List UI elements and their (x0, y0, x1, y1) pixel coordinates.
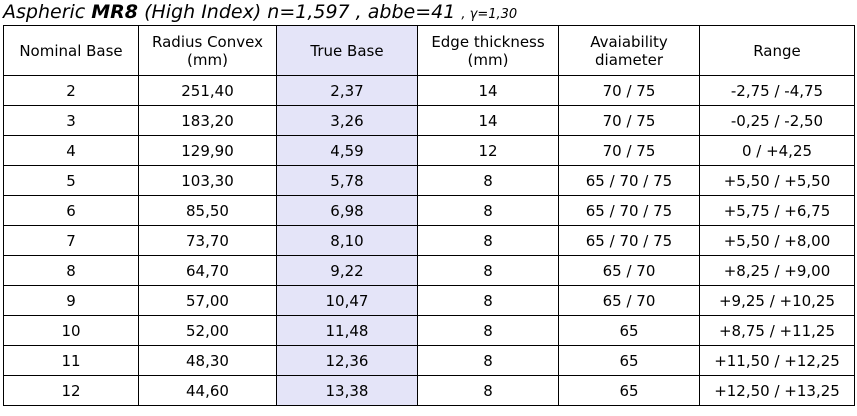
cell-nominal-base: 6 (3, 195, 139, 226)
table-row: 6 85,50 6,98 8 65 / 70 / 75 +5,75 / +6,75 (3, 195, 855, 226)
title-model: MR8 (91, 1, 139, 23)
cell-edge-thickness: 12 (417, 135, 559, 166)
cell-availability-diameter: 65 / 70 (558, 255, 700, 286)
cell-range: +5,75 / +6,75 (699, 195, 855, 226)
table-row: 9 57,00 10,47 8 65 / 70 +9,25 / +10,25 (3, 285, 855, 316)
lens-spec-table: Nominal Base Radius Convex (mm) True Bas… (3, 25, 855, 406)
cell-true-base: 10,47 (276, 285, 418, 316)
cell-nominal-base: 3 (3, 105, 139, 136)
cell-true-base: 11,48 (276, 315, 418, 346)
cell-availability-diameter: 70 / 75 (558, 105, 700, 136)
cell-true-base: 3,26 (276, 105, 418, 136)
header-edge-thickness: Edge thickness (mm) (417, 25, 559, 76)
cell-range: +11,50 / +12,25 (699, 345, 855, 376)
cell-radius-convex: 103,30 (138, 165, 277, 196)
cell-availability-diameter: 65 / 70 (558, 285, 700, 316)
header-true-base: True Base (276, 25, 418, 76)
table-row: 7 73,70 8,10 8 65 / 70 / 75 +5,50 / +8,00 (3, 225, 855, 256)
title-prefix: Aspheric (3, 1, 92, 23)
cell-range: -2,75 / -4,75 (699, 75, 855, 106)
cell-nominal-base: 5 (3, 165, 139, 196)
cell-true-base: 9,22 (276, 255, 418, 286)
cell-edge-thickness: 14 (417, 105, 559, 136)
cell-availability-diameter: 70 / 75 (558, 135, 700, 166)
cell-radius-convex: 73,70 (138, 225, 277, 256)
cell-radius-convex: 52,00 (138, 315, 277, 346)
cell-availability-diameter: 65 (558, 375, 700, 406)
title-gamma: , γ=1,30 (461, 7, 518, 22)
cell-nominal-base: 4 (3, 135, 139, 166)
cell-edge-thickness: 8 (417, 345, 559, 376)
cell-true-base: 8,10 (276, 225, 418, 256)
cell-availability-diameter: 65 (558, 345, 700, 376)
cell-nominal-base: 10 (3, 315, 139, 346)
cell-edge-thickness: 8 (417, 195, 559, 226)
cell-true-base: 6,98 (276, 195, 418, 226)
title-suffix: (High Index) n=1,597 , abbe=41 (138, 1, 462, 23)
cell-true-base: 13,38 (276, 375, 418, 406)
table-row: 8 64,70 9,22 8 65 / 70 +8,25 / +9,00 (3, 255, 855, 286)
cell-availability-diameter: 65 / 70 / 75 (558, 165, 700, 196)
cell-availability-diameter: 65 / 70 / 75 (558, 225, 700, 256)
cell-edge-thickness: 8 (417, 255, 559, 286)
table-row: 4 129,90 4,59 12 70 / 75 0 / +4,25 (3, 135, 855, 166)
header-nominal-base: Nominal Base (3, 25, 139, 76)
cell-range: +12,50 / +13,25 (699, 375, 855, 406)
table-header-row: Nominal Base Radius Convex (mm) True Bas… (3, 25, 855, 76)
table-row: 3 183,20 3,26 14 70 / 75 -0,25 / -2,50 (3, 105, 855, 136)
cell-range: 0 / +4,25 (699, 135, 855, 166)
table-row: 10 52,00 11,48 8 65 +8,75 / +11,25 (3, 315, 855, 346)
table-body: 2 251,40 2,37 14 70 / 75 -2,75 / -4,75 3 183,20… (3, 75, 855, 406)
header-range: Range (699, 25, 855, 76)
cell-radius-convex: 129,90 (138, 135, 277, 166)
cell-true-base: 4,59 (276, 135, 418, 166)
cell-nominal-base: 12 (3, 375, 139, 406)
cell-edge-thickness: 8 (417, 225, 559, 256)
cell-edge-thickness: 8 (417, 315, 559, 346)
cell-range: +5,50 / +5,50 (699, 165, 855, 196)
page-title: Aspheric MR8 (High Index) n=1,597 , abbe… (3, 1, 517, 23)
cell-radius-convex: 48,30 (138, 345, 277, 376)
table-row: 12 44,60 13,38 8 65 +12,50 / +13,25 (3, 375, 855, 406)
cell-range: +9,25 / +10,25 (699, 285, 855, 316)
cell-range: +5,50 / +8,00 (699, 225, 855, 256)
cell-availability-diameter: 65 (558, 315, 700, 346)
cell-availability-diameter: 70 / 75 (558, 75, 700, 106)
cell-true-base: 12,36 (276, 345, 418, 376)
cell-availability-diameter: 65 / 70 / 75 (558, 195, 700, 226)
cell-edge-thickness: 8 (417, 165, 559, 196)
table-row: 5 103,30 5,78 8 65 / 70 / 75 +5,50 / +5,50 (3, 165, 855, 196)
cell-nominal-base: 8 (3, 255, 139, 286)
cell-true-base: 5,78 (276, 165, 418, 196)
cell-radius-convex: 44,60 (138, 375, 277, 406)
table-row: 11 48,30 12,36 8 65 +11,50 / +12,25 (3, 345, 855, 376)
cell-range: +8,75 / +11,25 (699, 315, 855, 346)
cell-radius-convex: 85,50 (138, 195, 277, 226)
cell-nominal-base: 7 (3, 225, 139, 256)
cell-edge-thickness: 8 (417, 285, 559, 316)
cell-nominal-base: 9 (3, 285, 139, 316)
table-row: 2 251,40 2,37 14 70 / 75 -2,75 / -4,75 (3, 75, 855, 106)
cell-range: +8,25 / +9,00 (699, 255, 855, 286)
header-availability-diameter: Avaiability diameter (558, 25, 700, 76)
cell-nominal-base: 2 (3, 75, 139, 106)
header-radius-convex: Radius Convex (mm) (138, 25, 277, 76)
cell-true-base: 2,37 (276, 75, 418, 106)
cell-radius-convex: 64,70 (138, 255, 277, 286)
cell-edge-thickness: 14 (417, 75, 559, 106)
cell-radius-convex: 183,20 (138, 105, 277, 136)
cell-nominal-base: 11 (3, 345, 139, 376)
cell-radius-convex: 57,00 (138, 285, 277, 316)
cell-edge-thickness: 8 (417, 375, 559, 406)
cell-radius-convex: 251,40 (138, 75, 277, 106)
cell-range: -0,25 / -2,50 (699, 105, 855, 136)
